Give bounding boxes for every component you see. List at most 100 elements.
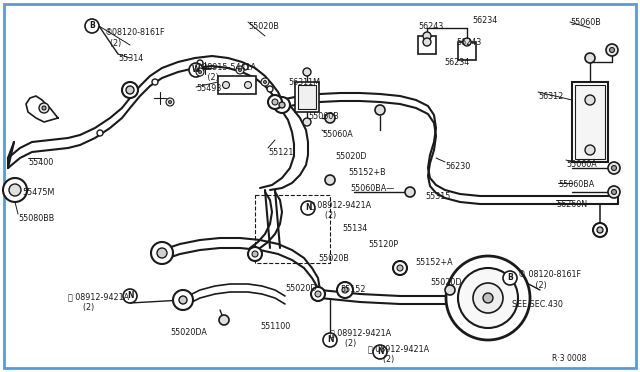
Circle shape [483, 293, 493, 303]
Circle shape [244, 81, 252, 89]
Circle shape [303, 118, 311, 126]
Text: 55134: 55134 [342, 224, 367, 233]
Text: 56243: 56243 [456, 38, 481, 47]
Circle shape [151, 242, 173, 264]
Circle shape [315, 291, 321, 297]
Circle shape [279, 102, 285, 108]
Text: ® 08120-8161F
       (2): ® 08120-8161F (2) [518, 270, 581, 290]
Text: 56260N: 56260N [556, 200, 587, 209]
Text: 55060A: 55060A [566, 160, 596, 169]
Circle shape [173, 290, 193, 310]
Circle shape [189, 63, 203, 77]
Text: 55060B: 55060B [308, 112, 339, 121]
Circle shape [397, 265, 403, 271]
Circle shape [585, 145, 595, 155]
Circle shape [42, 106, 46, 110]
Circle shape [168, 100, 172, 103]
Circle shape [236, 66, 244, 74]
Circle shape [39, 103, 49, 113]
Text: 55314: 55314 [118, 54, 143, 63]
Text: 56311M: 56311M [288, 78, 320, 87]
Circle shape [393, 261, 407, 275]
Circle shape [157, 248, 167, 258]
Bar [295, 82, 319, 112]
Bar [298, 85, 316, 109]
Circle shape [611, 166, 616, 170]
Circle shape [311, 287, 325, 301]
Circle shape [375, 105, 385, 115]
Circle shape [179, 296, 187, 304]
Circle shape [239, 68, 241, 71]
Circle shape [261, 78, 269, 86]
Circle shape [405, 187, 415, 197]
Circle shape [342, 287, 348, 293]
Circle shape [463, 38, 471, 46]
Text: 55020DA: 55020DA [170, 328, 207, 337]
Circle shape [423, 38, 431, 46]
Circle shape [458, 268, 518, 328]
Bar [458, 42, 476, 60]
Text: W: W [192, 65, 200, 74]
Circle shape [606, 44, 618, 56]
Circle shape [445, 285, 455, 295]
Text: 55475M: 55475M [22, 188, 54, 197]
Circle shape [473, 283, 503, 313]
Circle shape [597, 227, 603, 233]
Circle shape [166, 98, 174, 106]
Text: 56234: 56234 [444, 58, 469, 67]
Circle shape [197, 60, 203, 66]
Text: 56230: 56230 [445, 162, 470, 171]
Circle shape [272, 99, 278, 105]
Circle shape [152, 79, 158, 85]
Circle shape [267, 86, 273, 92]
Text: N: N [327, 336, 333, 344]
Text: 55400: 55400 [28, 158, 53, 167]
Circle shape [3, 178, 27, 202]
Text: 55060B: 55060B [570, 18, 601, 27]
Circle shape [196, 68, 204, 76]
Text: 55080BB: 55080BB [18, 214, 54, 223]
Text: 55120P: 55120P [368, 240, 398, 249]
Circle shape [337, 282, 353, 298]
Text: 55493: 55493 [196, 84, 221, 93]
Text: Ⓝ 08912-9421A
      (2): Ⓝ 08912-9421A (2) [310, 200, 371, 220]
Circle shape [423, 32, 431, 40]
Circle shape [9, 184, 21, 196]
Text: 55020B: 55020B [248, 22, 279, 31]
FancyBboxPatch shape [4, 4, 636, 368]
Text: 55020D: 55020D [285, 284, 317, 293]
Bar [572, 82, 608, 162]
Circle shape [122, 82, 138, 98]
Text: ®08120-8161F
  (2): ®08120-8161F (2) [105, 28, 166, 48]
Text: Ⓢ 08915-5441A
     (2): Ⓢ 08915-5441A (2) [195, 62, 256, 82]
Circle shape [611, 189, 616, 195]
Circle shape [252, 251, 258, 257]
Circle shape [85, 19, 99, 33]
Text: 55060BA: 55060BA [558, 180, 595, 189]
Circle shape [303, 68, 311, 76]
Text: 55315: 55315 [425, 192, 451, 201]
Text: R·3 0008: R·3 0008 [552, 354, 586, 363]
Circle shape [446, 256, 530, 340]
Text: 55060BA—: 55060BA— [350, 184, 394, 193]
Circle shape [198, 71, 202, 74]
Circle shape [126, 86, 134, 94]
Bar [418, 36, 436, 54]
Circle shape [325, 113, 335, 123]
Bar [218, 76, 256, 94]
Circle shape [264, 80, 266, 83]
Circle shape [274, 97, 290, 113]
Text: B: B [89, 22, 95, 31]
Text: 55020B: 55020B [318, 254, 349, 263]
Bar [575, 85, 605, 159]
Circle shape [593, 223, 607, 237]
Text: SEE SEC.430: SEE SEC.430 [512, 300, 563, 309]
Text: 55152: 55152 [340, 285, 365, 294]
Text: 56234: 56234 [472, 16, 497, 25]
Text: Ⓝ 08912-9421A
      (2): Ⓝ 08912-9421A (2) [330, 328, 391, 348]
Text: Ⓝ 08912-9421A
      (2): Ⓝ 08912-9421A (2) [68, 292, 129, 312]
Text: 55060A: 55060A [322, 130, 353, 139]
Text: Ⓝ 08912-9421A
      (2): Ⓝ 08912-9421A (2) [368, 344, 429, 364]
Circle shape [268, 95, 282, 109]
Text: 55152+A: 55152+A [415, 258, 452, 267]
